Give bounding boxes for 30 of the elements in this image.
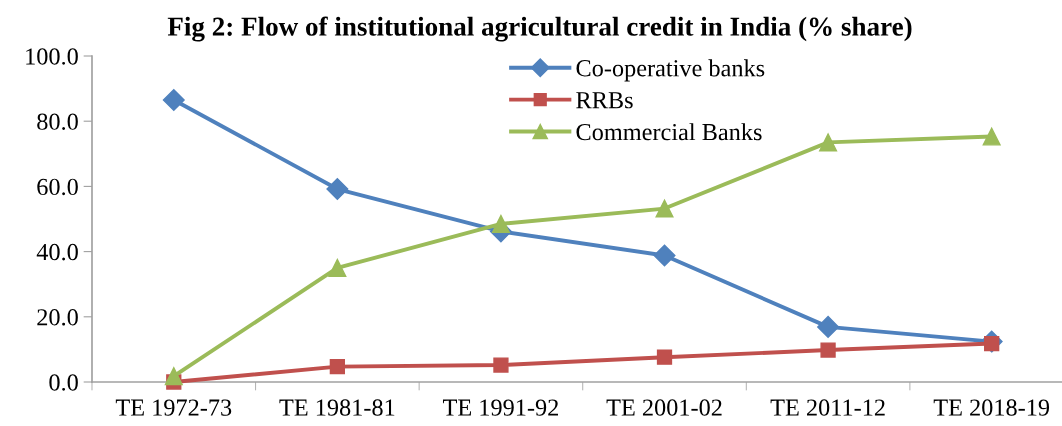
x-tick-label: TE 1972-73 bbox=[115, 399, 232, 416]
legend-label: Co-operative banks bbox=[576, 59, 765, 82]
chart-title: Fig 2: Flow of institutional agricultural credit in India (% share) bbox=[167, 16, 912, 42]
point bbox=[164, 367, 183, 386]
point bbox=[655, 199, 674, 218]
y-tick-label: 40.0 bbox=[36, 243, 78, 261]
point bbox=[653, 244, 676, 267]
point bbox=[817, 315, 840, 338]
point bbox=[982, 127, 1001, 146]
point bbox=[328, 258, 347, 277]
legend-label: RRBs bbox=[576, 92, 633, 109]
y-tick-label: 80.0 bbox=[37, 113, 78, 130]
point bbox=[326, 178, 349, 201]
y-tick-label: 20.0 bbox=[37, 309, 78, 326]
y-tick-label: 100.0 bbox=[26, 48, 78, 65]
x-tick-label: TE 1991-92 bbox=[442, 399, 558, 416]
x-tick-label: TE 1981-81 bbox=[279, 399, 395, 416]
x-tick-label: TE 2011-12 bbox=[770, 399, 885, 416]
y-tick-label: 60.0 bbox=[37, 178, 78, 196]
y-tick-label: 0.0 bbox=[49, 374, 78, 391]
point bbox=[162, 89, 185, 112]
point bbox=[656, 349, 673, 365]
legend-label: Commercial Banks bbox=[576, 123, 762, 141]
point bbox=[491, 214, 510, 233]
point bbox=[820, 342, 836, 358]
point bbox=[819, 133, 838, 152]
point bbox=[329, 359, 346, 375]
point bbox=[493, 357, 509, 373]
x-tick-label: TE 2001-02 bbox=[606, 399, 722, 416]
x-tick-label: TE 2018-19 bbox=[933, 399, 1050, 416]
